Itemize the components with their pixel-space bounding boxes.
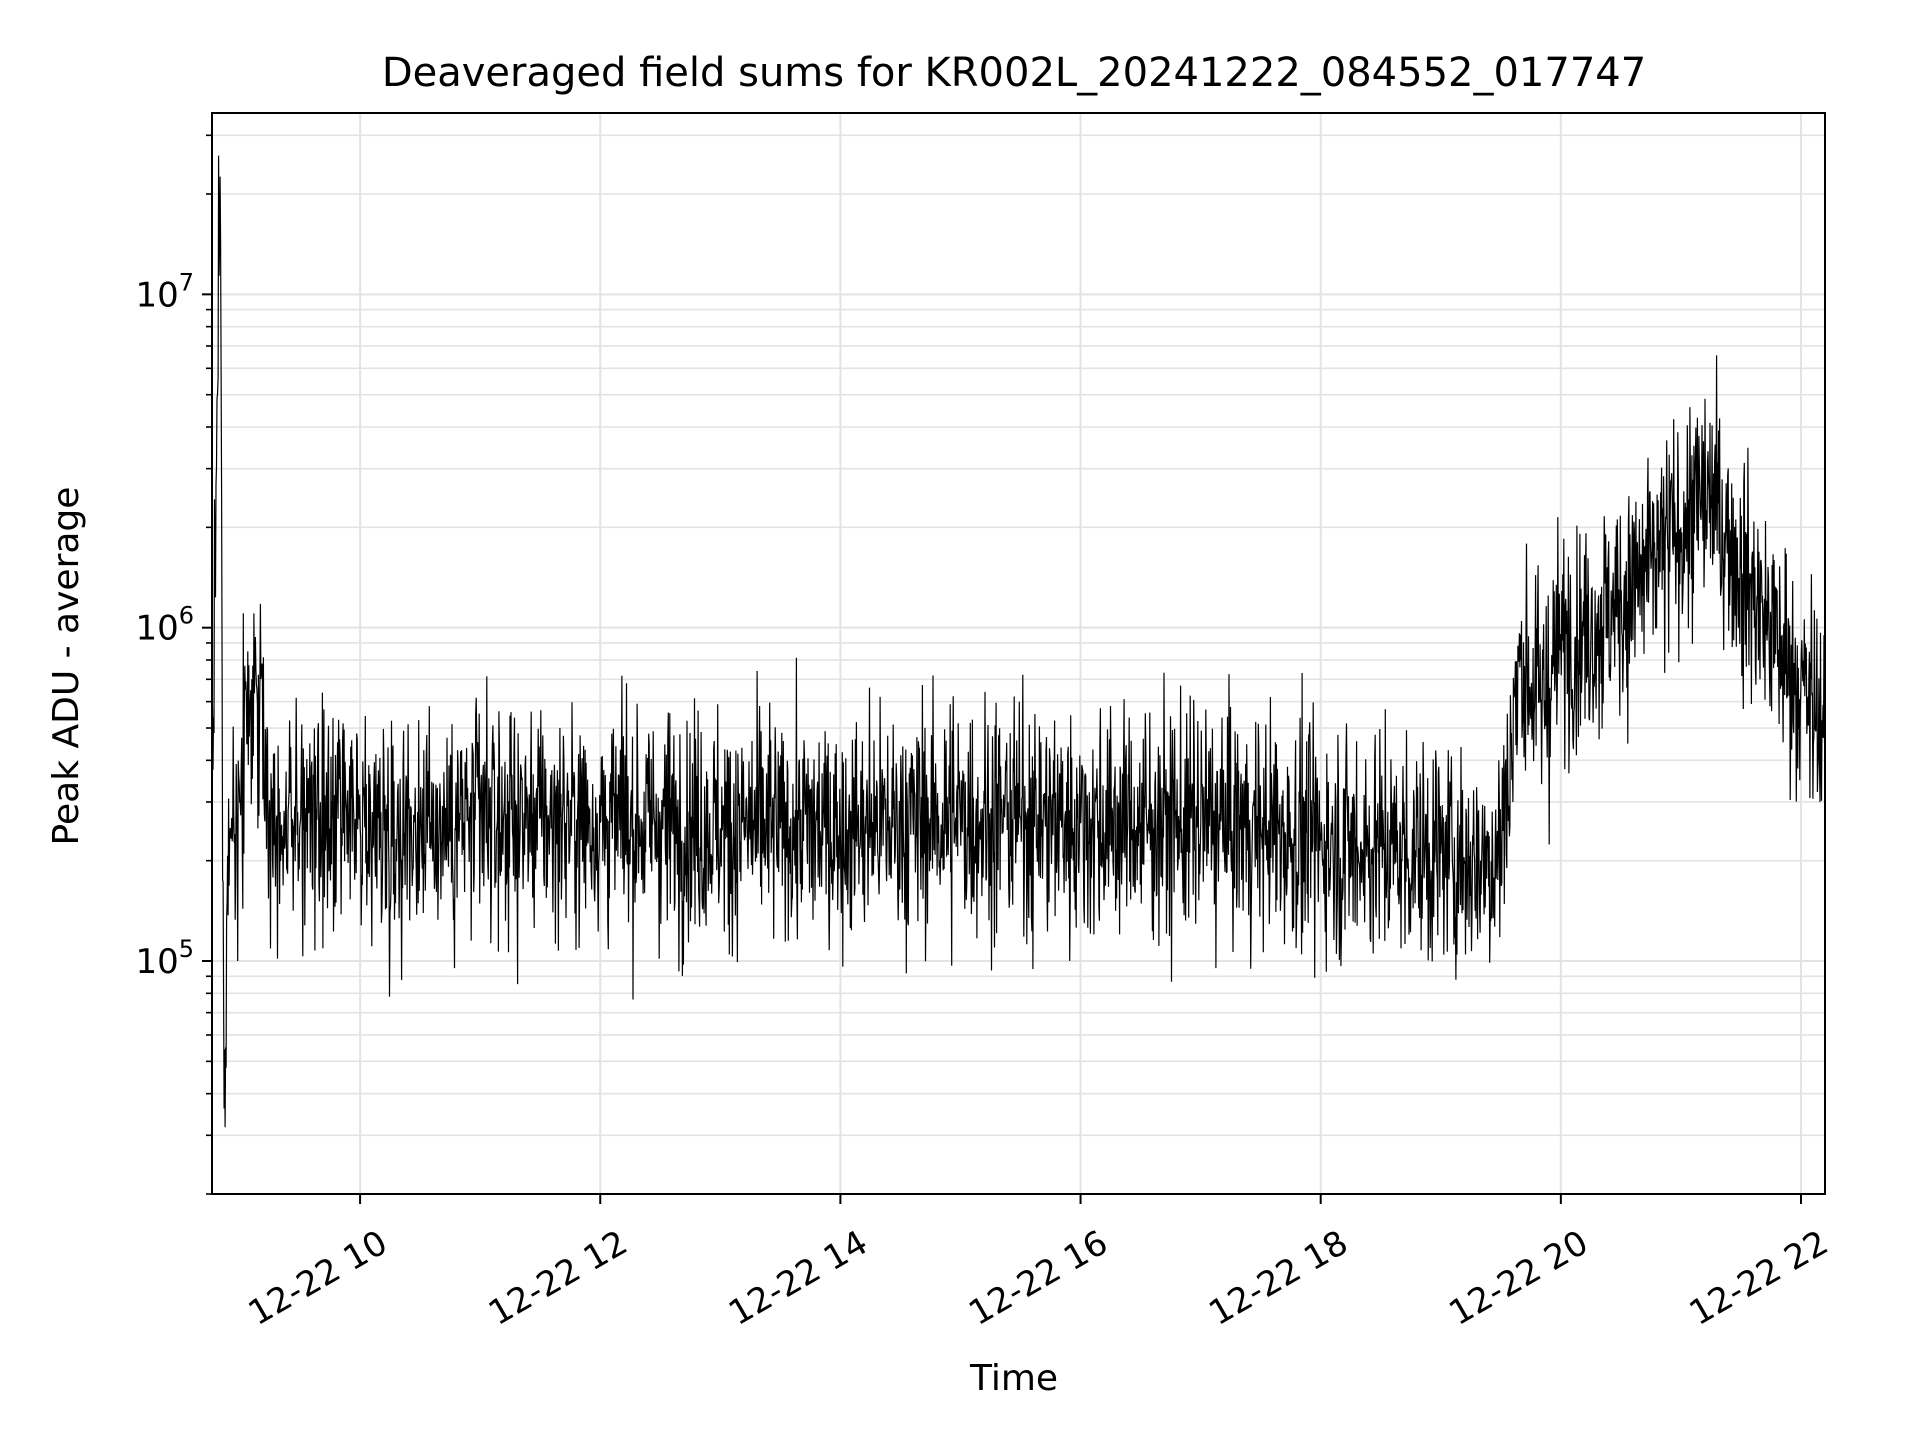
series-line <box>211 155 1826 1128</box>
series-layer <box>211 155 1826 1128</box>
y-tick-label: 106 <box>135 602 194 649</box>
y-axis: 105 106 107 <box>135 134 212 1195</box>
y-tick-label: 107 <box>135 268 194 315</box>
plot-frame <box>211 112 1826 1195</box>
chart-title: Deaveraged field sums for KR002L_2024122… <box>382 50 1646 96</box>
y-tick-label: 105 <box>135 935 194 982</box>
y-axis-label: Peak ADU - average <box>46 487 87 846</box>
x-axis-label: Time <box>969 1358 1058 1399</box>
